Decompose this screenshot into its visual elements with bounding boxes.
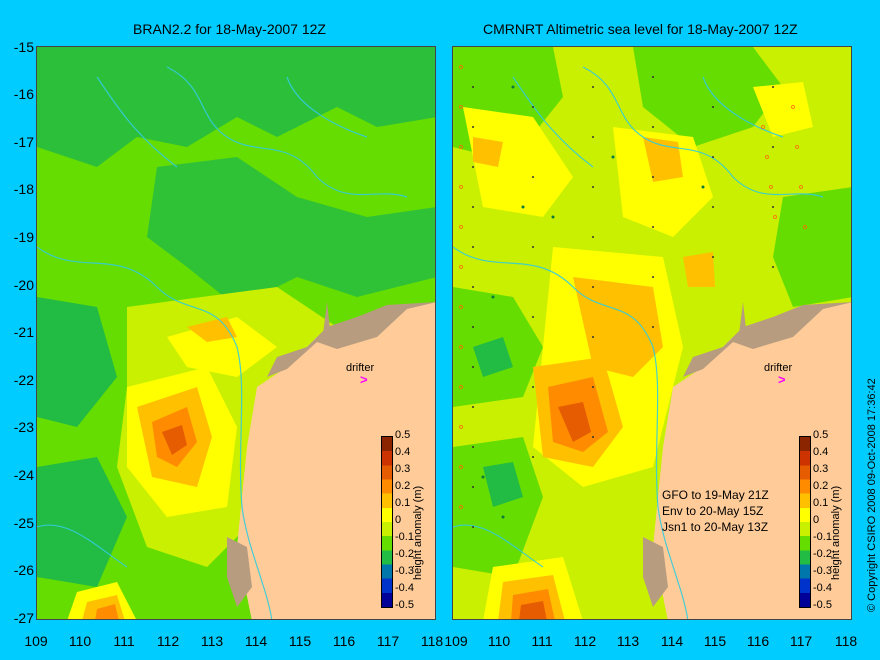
colorbar-tick-left: -0.1: [395, 531, 414, 543]
y-tick: -16: [13, 86, 34, 102]
y-tick: -20: [13, 277, 34, 293]
colorbar-tick-right: -0.5: [813, 599, 832, 611]
x-tick-left: 114: [244, 633, 268, 649]
right-map-title: CMRNRT Altimetric sea level for 18-May-2…: [483, 21, 798, 37]
y-tick: -22: [13, 372, 34, 388]
y-tick: -23: [13, 419, 34, 435]
colorbar-tick-right: 0.1: [813, 497, 829, 509]
drifter-marker-right: >: [778, 372, 786, 387]
x-tick-left: 113: [200, 633, 224, 649]
x-tick-right: 113: [616, 633, 640, 649]
colorbar-tick-right: -0.1: [813, 531, 832, 543]
altimetry-map-panel: [452, 46, 852, 620]
x-tick-right: 111: [531, 633, 553, 649]
colorbar-tick-right: -0.2: [813, 548, 832, 560]
colorbar-tick-left: -0.5: [395, 599, 414, 611]
y-tick: -17: [13, 134, 34, 150]
x-tick-left: 115: [288, 633, 312, 649]
x-tick-right: 109: [444, 633, 468, 649]
colorbar-tick-right: 0.5: [813, 429, 829, 441]
y-tick: -15: [13, 39, 34, 55]
colorbar-tick-left: 0.3: [395, 463, 411, 475]
copyright-note: © Copyright CSIRO 2008 09-Oct-2008 17:36…: [866, 378, 878, 612]
x-tick-left: 110: [68, 633, 92, 649]
altimetry-mission-note: GFO to 19-May 21Z Env to 20-May 15Z Jsn1…: [662, 487, 769, 535]
mission-line: GFO to 19-May 21Z: [662, 488, 769, 502]
x-tick-right: 117: [789, 633, 813, 649]
colorbar-tick-right: 0.2: [813, 480, 829, 492]
colorbar-right: [799, 436, 811, 608]
y-tick: -25: [13, 515, 34, 531]
colorbar-tick-right: -0.4: [813, 582, 832, 594]
colorbar-tick-right: 0.4: [813, 446, 829, 458]
y-tick: -27: [13, 610, 34, 626]
colorbar-tick-left: 0.4: [395, 446, 411, 458]
y-tick: -19: [13, 229, 34, 245]
colorbar-tick-left: 0.2: [395, 480, 411, 492]
drifter-marker-left: >: [360, 372, 368, 387]
x-tick-right: 112: [573, 633, 597, 649]
colorbar-tick-left: -0.3: [395, 565, 414, 577]
x-tick-right: 110: [487, 633, 511, 649]
x-tick-left: 117: [376, 633, 400, 649]
y-tick: -26: [13, 562, 34, 578]
x-tick-left: 109: [24, 633, 48, 649]
y-tick: -18: [13, 181, 34, 197]
drifter-label-left: drifter: [346, 362, 375, 374]
x-tick-right: 115: [703, 633, 727, 649]
colorbar-tick-left: -0.2: [395, 548, 414, 560]
colorbar-tick-left: -0.4: [395, 582, 414, 594]
colorbar-tick-left: 0.1: [395, 497, 411, 509]
mission-line: Env to 20-May 15Z: [662, 504, 764, 518]
colorbar-tick-left: 0: [395, 514, 402, 526]
bran-map-panel: [36, 46, 436, 620]
y-tick: -24: [13, 467, 34, 483]
colorbar-left: [381, 436, 393, 608]
x-tick-left: 112: [156, 633, 180, 649]
x-tick-right: 114: [660, 633, 684, 649]
x-tick-left: 116: [332, 633, 356, 649]
colorbar-tick-right: 0: [813, 514, 820, 526]
drifter-label-right: drifter: [764, 362, 793, 374]
x-tick-right: 118: [834, 633, 858, 649]
x-tick-left: 111: [113, 633, 135, 649]
colorbar-tick-right: -0.3: [813, 565, 832, 577]
x-tick-left: 118: [420, 633, 444, 649]
x-tick-right: 116: [746, 633, 770, 649]
mission-line: Jsn1 to 20-May 13Z: [662, 520, 769, 534]
colorbar-tick-left: 0.5: [395, 429, 411, 441]
colorbar-tick-right: 0.3: [813, 463, 829, 475]
y-tick: -21: [13, 324, 34, 340]
bran-map-svg: [37, 47, 435, 619]
left-map-title: BRAN2.2 for 18-May-2007 12Z: [133, 21, 326, 37]
altimetry-map-svg: [453, 47, 851, 619]
